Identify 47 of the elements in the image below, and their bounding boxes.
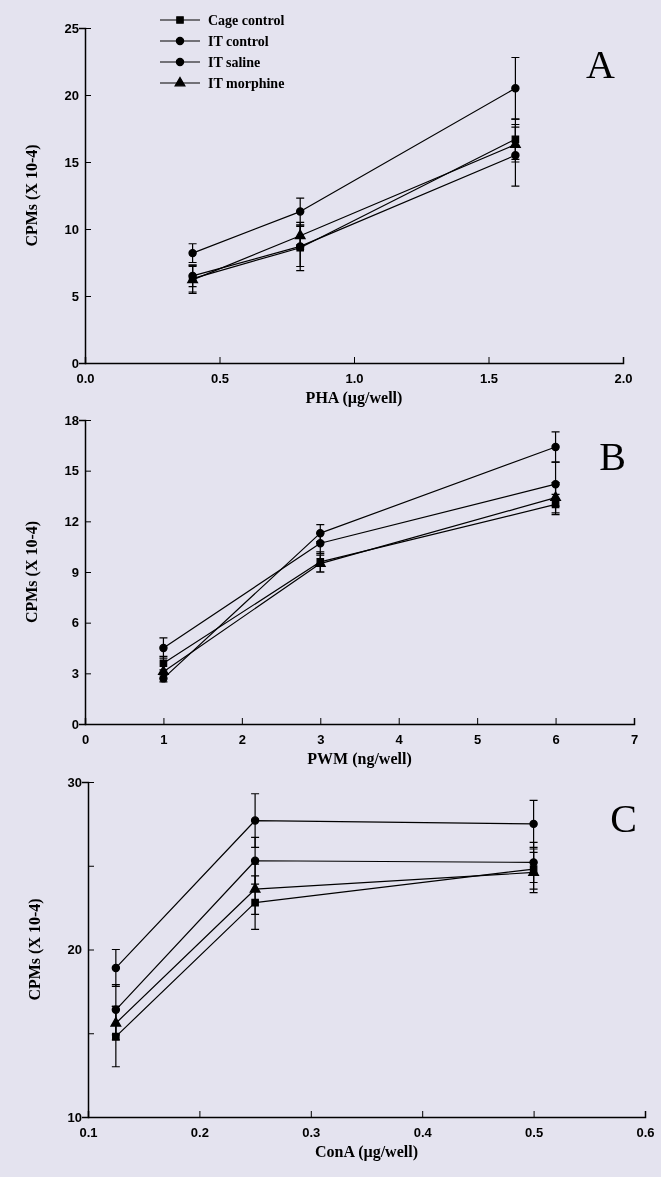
x-tick-label: 2.0	[614, 370, 633, 386]
chart-title: A	[586, 42, 616, 87]
x-tick-label: 0.1	[79, 1124, 98, 1140]
y-tick-label: 6	[71, 615, 79, 631]
y-tick-label: 20	[67, 942, 82, 958]
x-tick-label: 0.5	[210, 370, 230, 386]
y-tick-label: 3	[71, 665, 79, 681]
y-tick-label: 5	[71, 288, 79, 304]
x-tick-label: 0.2	[190, 1124, 209, 1140]
legend-label: IT morphine	[208, 76, 285, 91]
chart-title: C	[610, 796, 637, 841]
y-axis-title: CPMs (X 10-4)	[23, 144, 41, 247]
y-tick-label: 9	[71, 564, 79, 580]
x-tick-label: 4	[395, 731, 404, 747]
y-tick-label: 12	[64, 513, 79, 529]
x-axis-title: PWM (ng/well)	[307, 750, 412, 768]
x-tick-label: 0.4	[413, 1124, 433, 1140]
y-tick-label: 0	[71, 716, 79, 732]
x-tick-label: 0.5	[525, 1124, 544, 1140]
legend-label: IT saline	[208, 55, 261, 70]
x-tick-label: 5	[474, 731, 482, 747]
x-tick-label: 6	[552, 731, 560, 747]
x-tick-label: 0.6	[636, 1124, 655, 1140]
y-tick-label: 25	[64, 20, 79, 36]
y-tick-label: 15	[64, 154, 79, 170]
x-tick-label: 3	[317, 731, 325, 747]
legend-label: IT control	[208, 34, 269, 49]
x-tick-label: 1.5	[479, 370, 499, 386]
x-axis-title: ConA (µg/well)	[315, 1143, 418, 1161]
legend-label: Cage control	[208, 13, 285, 28]
y-tick-label: 10	[67, 1109, 82, 1125]
y-tick-label: 15	[64, 463, 79, 479]
x-tick-label: 1	[160, 731, 168, 747]
y-axis-title: CPMs (X 10-4)	[23, 520, 41, 624]
y-tick-label: 0	[71, 355, 79, 371]
y-tick-label: 20	[64, 87, 79, 103]
x-tick-label: 0.0	[76, 370, 95, 386]
x-tick-label: 0.3	[302, 1124, 321, 1140]
y-tick-label: 10	[64, 221, 79, 237]
x-axis-title: PHA (µg/well)	[305, 389, 403, 407]
x-tick-label: 7	[630, 731, 639, 747]
y-axis-title: CPMs (X 10-4)	[26, 898, 44, 1001]
chart-title: B	[599, 434, 626, 479]
y-tick-label: 30	[67, 774, 82, 790]
x-tick-label: 2	[238, 731, 246, 747]
y-tick-label: 18	[64, 412, 79, 428]
x-tick-label: 1.0	[345, 370, 364, 386]
